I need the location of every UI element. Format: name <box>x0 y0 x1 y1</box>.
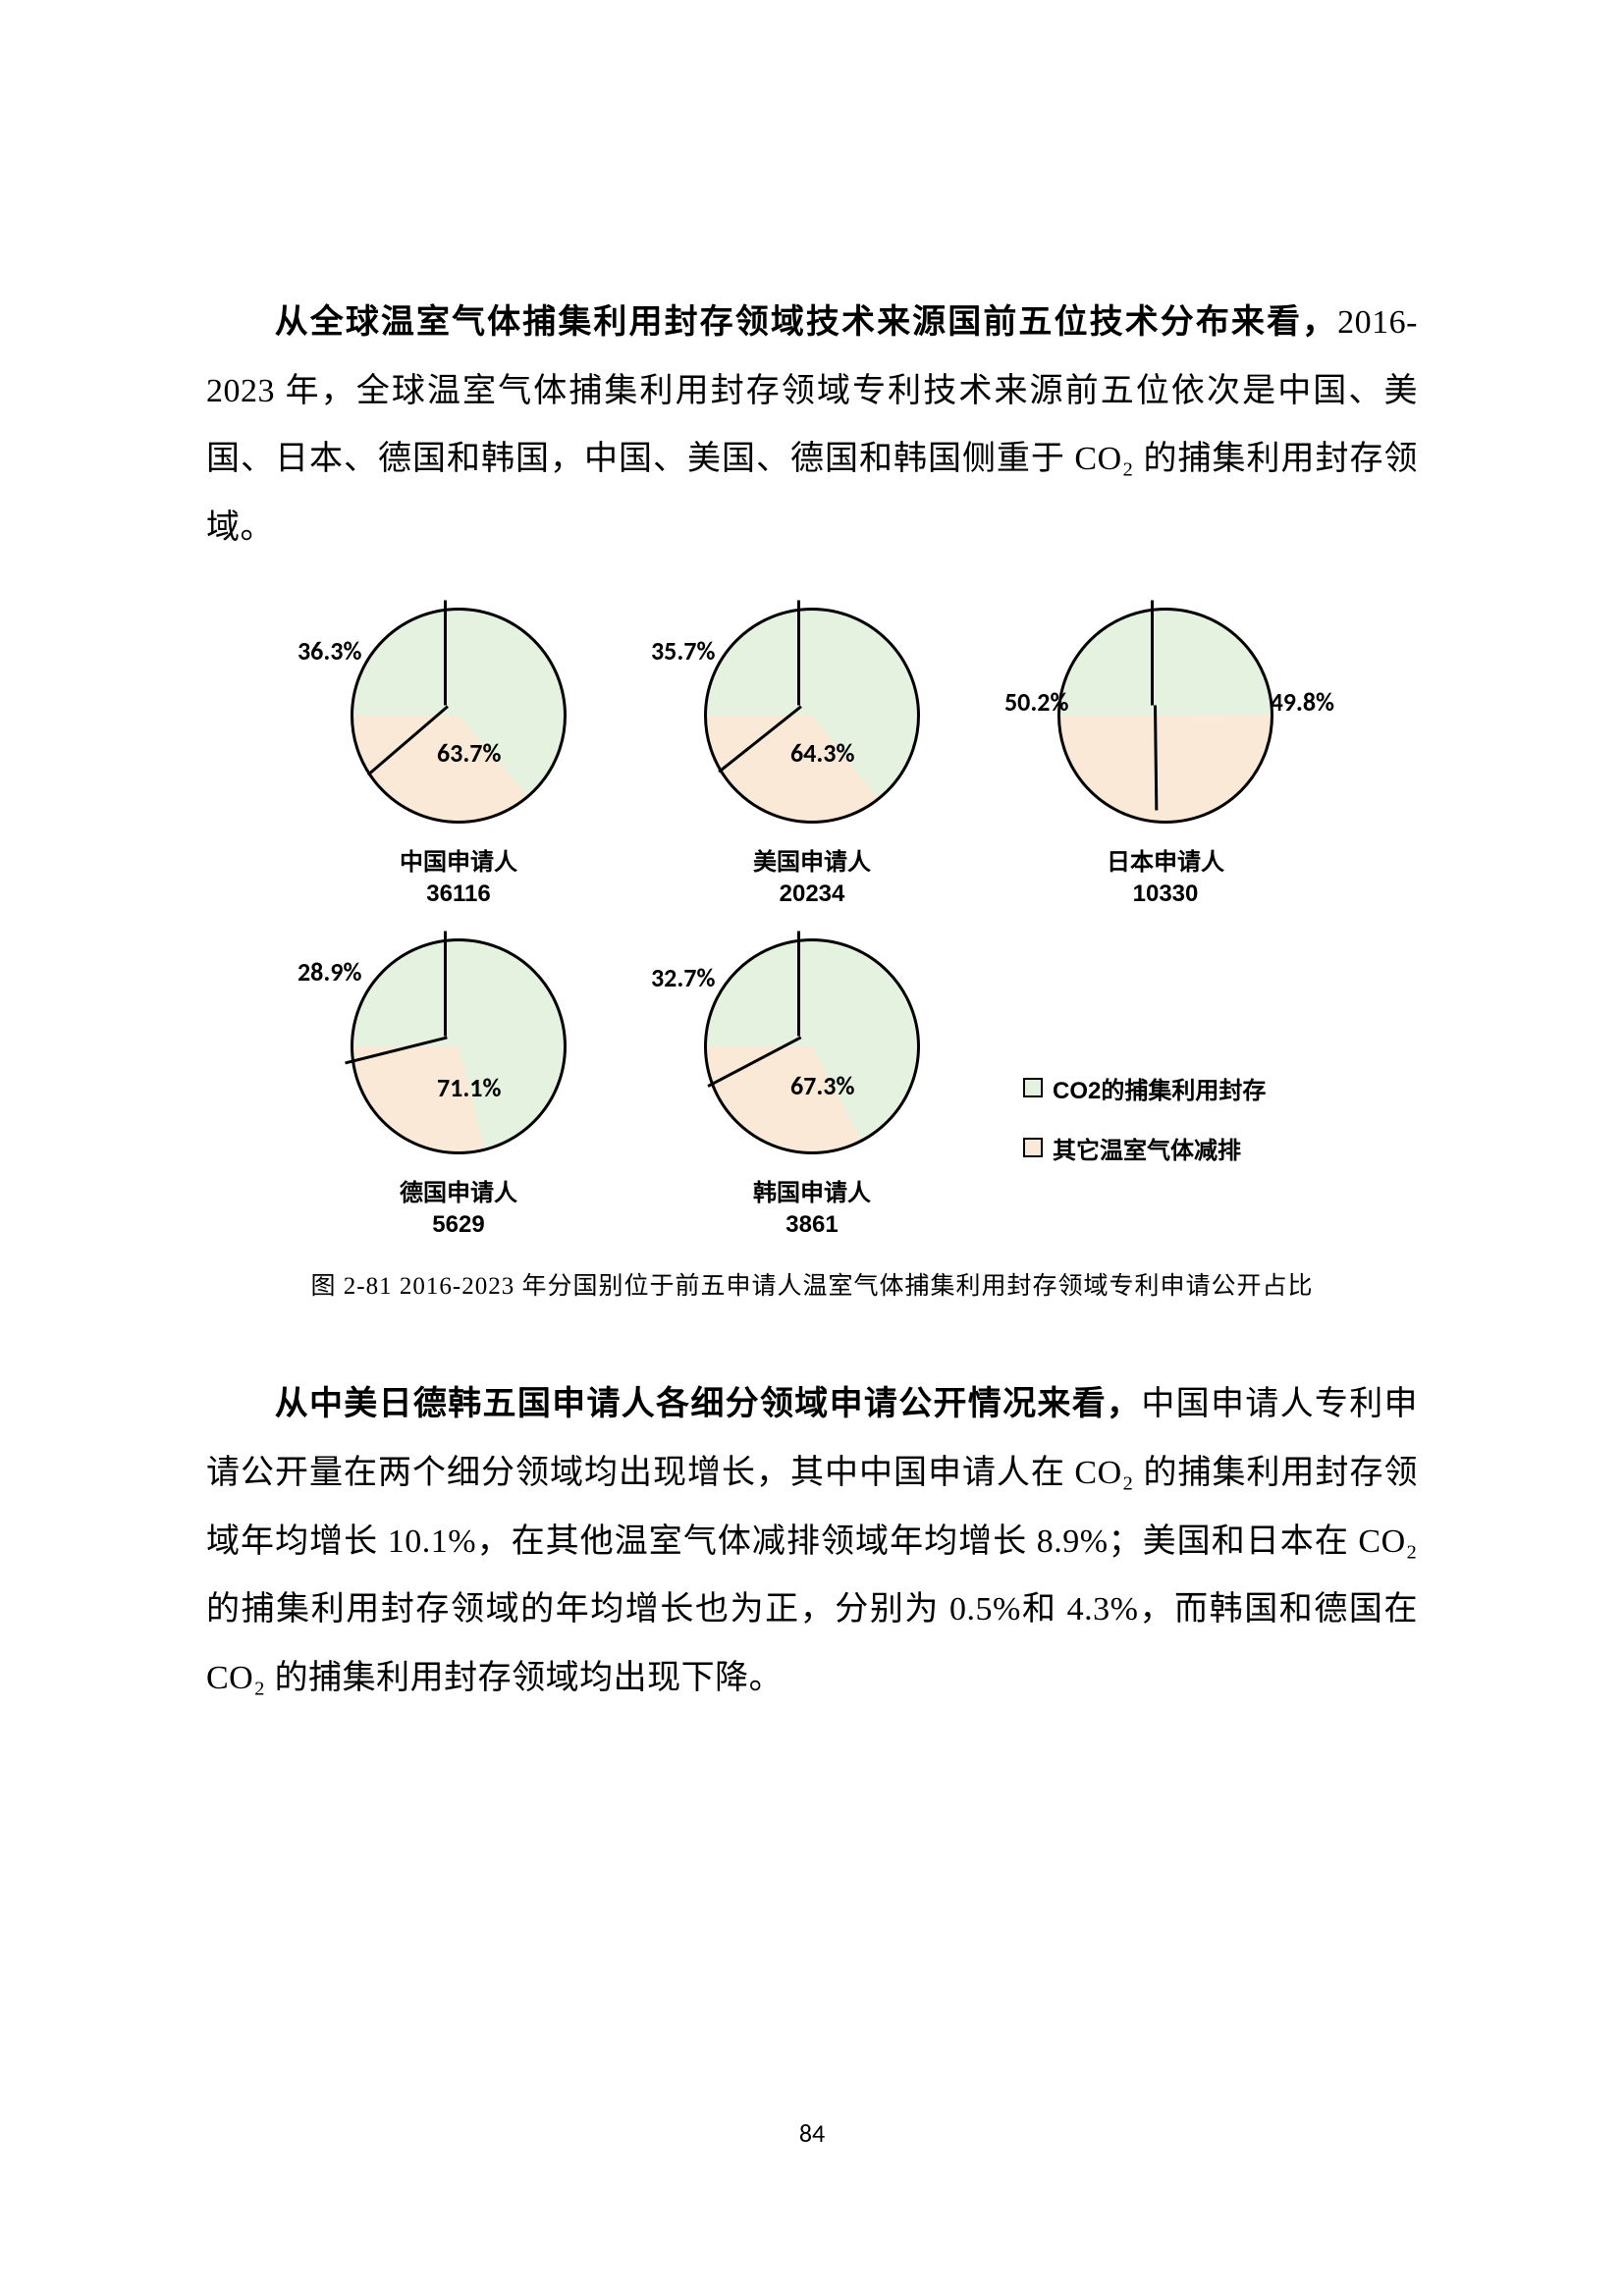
legend-label-other: 其它温室气体减排 <box>1053 1131 1241 1165</box>
pie-usa-sec-label: 35.7% <box>651 635 715 667</box>
legend-swatch-co2 <box>1023 1078 1043 1097</box>
pie-usa: 35.7% 64.3% <box>692 596 932 835</box>
pie-japan-pri-label: 49.8% <box>1271 686 1334 718</box>
pie-korea-pri-label: 67.3% <box>790 1070 854 1101</box>
pie-chart-grid: 36.3% 63.7% 中国申请人 36116 35.7% 64.3% 美国申请… <box>311 596 1313 1242</box>
pie-japan-sec-label: 50.2% <box>1004 686 1068 718</box>
pie-china-pri-label: 63.7% <box>437 737 501 769</box>
pie-cell-japan: 50.2% 49.8% 日本申请人 10330 <box>1023 596 1308 911</box>
pie-cell-germany: 28.9% 71.1% 德国申请人 5629 <box>316 927 601 1242</box>
para1-bold: 从全球温室气体捕集利用封存领域技术来源国前五位技术分布来看， <box>275 303 1337 341</box>
pie-cell-china: 36.3% 63.7% 中国申请人 36116 <box>316 596 601 911</box>
pie-germany-sec-label: 28.9% <box>298 956 361 988</box>
analysis-paragraph: 从中美日德韩五国申请人各细分领域申请公开情况来看，中国申请人专利申请公开量在两个… <box>206 1370 1418 1712</box>
page-number: 84 <box>0 2117 1624 2149</box>
figure-caption: 图 2-81 2016-2023 年分国别位于前五申请人温室气体捕集利用封存领域… <box>206 1266 1418 1302</box>
pie-korea-sec-label: 32.7% <box>651 962 715 993</box>
pie-korea: 32.7% 67.3% <box>692 927 932 1166</box>
pie-cell-korea: 32.7% 67.3% 韩国申请人 3861 <box>670 927 954 1242</box>
chart-legend: CO2的捕集利用封存 其它温室气体减排 <box>1023 927 1308 1242</box>
pie-china-sec-label: 36.3% <box>298 635 361 667</box>
pie-japan: 50.2% 49.8% <box>1046 596 1285 835</box>
para2-bold: 从中美日德韩五国申请人各细分领域申请公开情况来看， <box>275 1385 1142 1422</box>
pie-cell-usa: 35.7% 64.3% 美国申请人 20234 <box>670 596 954 911</box>
pie-row-2: 28.9% 71.1% 德国申请人 5629 32.7% 67.3% 韩国申请人… <box>311 927 1313 1242</box>
intro-paragraph: 从全球温室气体捕集利用封存领域技术来源国前五位技术分布来看，2016-2023 … <box>206 289 1418 562</box>
pie-korea-title: 韩国申请人 3861 <box>753 1178 871 1242</box>
pie-usa-title: 美国申请人 20234 <box>753 847 871 911</box>
legend-label-co2: CO2的捕集利用封存 <box>1053 1071 1266 1105</box>
pie-japan-title: 日本申请人 10330 <box>1107 847 1224 911</box>
para2-rest: 中国申请人专利申请公开量在两个细分领域均出现增长，其中中国申请人在 CO₂ 的捕… <box>206 1386 1418 1696</box>
legend-item-co2: CO2的捕集利用封存 <box>1023 1071 1308 1105</box>
legend-item-other: 其它温室气体减排 <box>1023 1131 1308 1165</box>
pie-usa-pri-label: 64.3% <box>790 737 854 769</box>
pie-germany-pri-label: 71.1% <box>437 1072 501 1103</box>
document-page: 从全球温室气体捕集利用封存领域技术来源国前五位技术分布来看，2016-2023 … <box>0 0 1624 2296</box>
pie-china: 36.3% 63.7% <box>339 596 578 835</box>
legend-swatch-other <box>1023 1138 1043 1157</box>
pie-china-title: 中国申请人 36116 <box>400 847 517 911</box>
pie-row-1: 36.3% 63.7% 中国申请人 36116 35.7% 64.3% 美国申请… <box>311 596 1313 911</box>
pie-germany-title: 德国申请人 5629 <box>400 1178 517 1242</box>
pie-germany: 28.9% 71.1% <box>339 927 578 1166</box>
